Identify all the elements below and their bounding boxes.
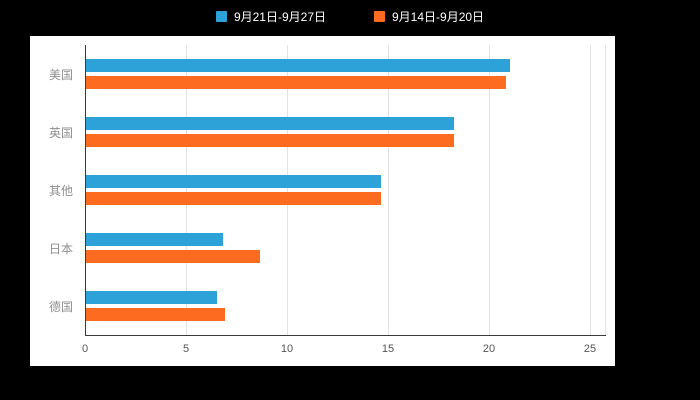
bar-德国-series1[interactable] xyxy=(86,308,225,321)
category-label-3: 日本 xyxy=(48,242,73,256)
gridline xyxy=(489,45,490,335)
bar-其他-series0[interactable] xyxy=(86,175,381,188)
category-label-2: 其他 xyxy=(48,184,73,198)
x-axis-line xyxy=(85,335,606,336)
legend-swatch-blue-icon xyxy=(215,10,227,22)
gridline xyxy=(605,45,606,335)
legend-label: 9月21日-9月27日 xyxy=(233,9,326,24)
bar-美国-series1[interactable] xyxy=(86,76,506,89)
x-tick-label: 15 xyxy=(381,343,395,355)
bar-英国-series0[interactable] xyxy=(86,117,454,130)
bar-日本-series0[interactable] xyxy=(86,233,223,246)
x-tick-label: 10 xyxy=(280,343,294,355)
gridline xyxy=(186,45,187,335)
plot-panel: 0 5 10 15 20 25 美国英国其他日本德国 xyxy=(30,36,615,366)
gridline xyxy=(287,45,288,335)
legend-item-week2[interactable]: 9月21日-9月27日 xyxy=(215,8,326,25)
legend-item-week1[interactable]: 9月14日-9月20日 xyxy=(374,8,484,25)
bar-德国-series0[interactable] xyxy=(86,291,217,304)
bar-英国-series1[interactable] xyxy=(86,134,454,147)
legend: 9月21日-9月27日 9月14日-9月20日 xyxy=(0,6,700,26)
category-label-1: 英国 xyxy=(48,126,73,140)
plot-area: 0 5 10 15 20 25 xyxy=(82,45,606,355)
x-tick-label: 0 xyxy=(81,343,89,355)
x-tick-label: 5 xyxy=(182,343,190,355)
x-tick-label: 20 xyxy=(482,343,496,355)
x-tick-label: 25 xyxy=(583,343,597,355)
bar-美国-series0[interactable] xyxy=(86,59,510,72)
bar-日本-series1[interactable] xyxy=(86,250,260,263)
category-label-0: 美国 xyxy=(48,68,73,82)
y-axis-line xyxy=(85,45,86,335)
category-label-4: 德国 xyxy=(48,300,73,314)
bar-其他-series1[interactable] xyxy=(86,192,381,205)
legend-label: 9月14日-9月20日 xyxy=(392,9,485,24)
gridline xyxy=(388,45,389,335)
gridline xyxy=(590,45,591,335)
legend-swatch-orange-icon xyxy=(374,10,385,22)
